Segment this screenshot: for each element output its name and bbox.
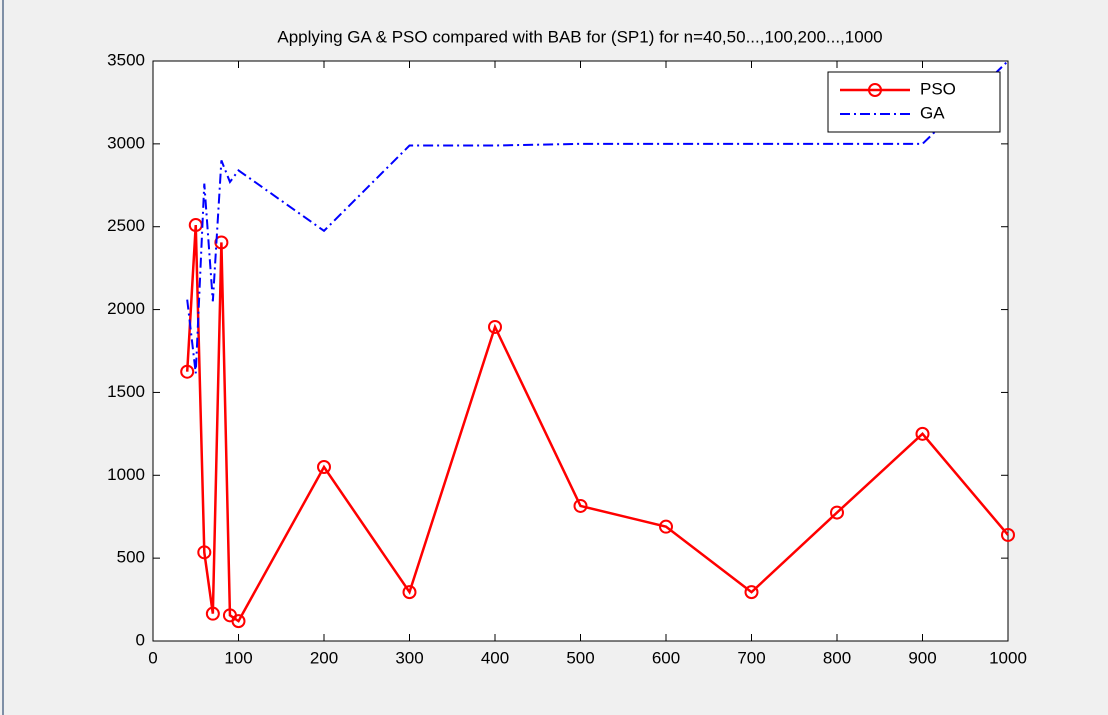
legend-marker (868, 83, 882, 97)
x-tick-label: 900 (908, 648, 936, 667)
x-tick-label: 400 (481, 648, 509, 667)
y-tick-label: 3000 (107, 133, 145, 152)
data-marker (205, 606, 220, 621)
plot-area (152, 60, 1009, 642)
legend-box (827, 71, 1001, 133)
x-tick-label: 600 (652, 648, 680, 667)
y-tick-label: 1500 (107, 382, 145, 401)
data-marker (830, 505, 844, 520)
data-marker (659, 519, 673, 534)
data-marker (214, 235, 229, 250)
data-marker (573, 498, 588, 513)
data-marker (317, 460, 331, 474)
data-marker (488, 319, 502, 334)
y-tick-label: 0 (136, 630, 145, 649)
data-marker (1001, 527, 1015, 542)
data-marker (231, 614, 246, 629)
data-marker (915, 426, 930, 441)
legend-label: PSO (920, 79, 956, 98)
y-tick-label: 2500 (107, 216, 145, 235)
x-tick-label: 800 (823, 648, 851, 667)
x-tick-label: 500 (566, 648, 594, 667)
x-tick-label: 1000 (989, 648, 1027, 667)
x-tick-label: 700 (737, 648, 765, 667)
data-marker (180, 364, 195, 379)
chart-title: Applying GA & PSO compared with BAB for … (277, 27, 882, 46)
y-tick-label: 2000 (107, 299, 145, 318)
y-tick-label: 3500 (107, 50, 145, 69)
legend-label: GA (920, 103, 945, 122)
data-line (186, 60, 1009, 374)
data-marker (402, 585, 417, 600)
data-marker (197, 545, 212, 560)
data-line (185, 224, 1009, 623)
x-tick-label: 200 (310, 648, 338, 667)
x-tick-label: 0 (148, 648, 157, 667)
y-tick-label: 500 (117, 548, 145, 567)
y-tick-label: 1000 (107, 465, 145, 484)
data-marker (744, 585, 759, 600)
x-tick-label: 100 (224, 648, 252, 667)
x-tick-label: 300 (395, 648, 423, 667)
